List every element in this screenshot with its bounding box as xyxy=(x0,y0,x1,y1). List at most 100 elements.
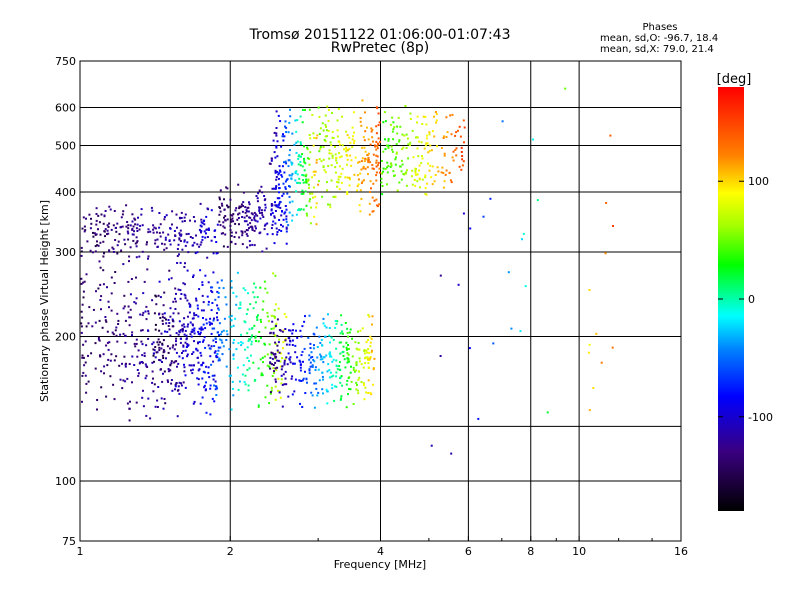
data-point xyxy=(106,364,109,367)
data-point xyxy=(244,230,247,233)
data-point xyxy=(104,319,107,322)
data-point xyxy=(366,154,369,157)
data-point xyxy=(182,381,185,384)
data-point xyxy=(352,403,355,405)
data-point xyxy=(377,112,380,115)
data-point xyxy=(461,155,464,157)
data-point xyxy=(362,366,365,369)
data-point xyxy=(318,133,321,135)
data-point xyxy=(176,255,179,257)
data-point xyxy=(183,240,186,243)
data-point xyxy=(198,368,201,371)
data-point xyxy=(333,399,336,402)
data-point xyxy=(311,113,314,116)
data-point xyxy=(327,129,330,132)
data-point xyxy=(80,282,83,285)
data-point xyxy=(287,352,290,355)
data-point xyxy=(238,380,241,383)
data-point xyxy=(230,280,233,283)
data-point xyxy=(96,240,98,243)
data-point xyxy=(338,361,341,364)
data-point xyxy=(288,174,291,177)
data-point xyxy=(184,244,187,247)
data-point xyxy=(181,357,184,360)
data-point xyxy=(236,218,239,221)
data-point xyxy=(274,303,277,306)
data-point xyxy=(330,152,333,155)
data-point xyxy=(131,213,134,216)
data-point xyxy=(274,187,277,190)
data-point xyxy=(165,214,168,217)
data-point xyxy=(283,363,286,366)
data-point xyxy=(230,319,233,322)
data-point xyxy=(250,212,253,215)
data-point xyxy=(244,206,247,209)
data-point xyxy=(242,191,245,194)
data-point xyxy=(198,245,201,248)
data-point xyxy=(401,163,404,166)
data-point xyxy=(285,208,288,211)
data-point xyxy=(312,347,315,350)
data-point xyxy=(312,144,315,147)
data-point xyxy=(323,138,326,141)
data-point xyxy=(462,119,465,122)
data-point xyxy=(232,324,235,327)
data-point xyxy=(97,338,100,341)
data-point xyxy=(164,402,167,405)
data-point xyxy=(315,387,318,390)
data-point xyxy=(342,354,345,357)
data-point xyxy=(294,378,297,381)
data-point xyxy=(253,217,256,219)
data-point xyxy=(305,378,308,381)
data-point xyxy=(257,314,259,317)
data-point xyxy=(439,274,442,277)
data-point xyxy=(274,343,277,345)
data-point xyxy=(321,375,324,378)
data-point xyxy=(269,391,272,394)
data-point xyxy=(224,219,227,222)
data-point xyxy=(414,170,417,173)
data-point xyxy=(289,108,291,111)
data-point xyxy=(366,351,369,354)
data-point xyxy=(375,140,378,143)
data-point xyxy=(309,137,312,140)
data-point xyxy=(269,332,272,335)
data-point xyxy=(162,351,165,354)
data-point xyxy=(161,380,164,383)
data-point xyxy=(400,159,403,162)
data-point xyxy=(205,365,208,368)
data-point xyxy=(251,327,253,330)
data-point xyxy=(258,209,261,212)
data-point xyxy=(257,367,260,370)
data-point xyxy=(131,233,134,236)
data-point xyxy=(126,230,129,233)
data-point xyxy=(128,419,131,422)
data-point xyxy=(275,204,278,207)
data-point xyxy=(177,362,180,365)
data-point xyxy=(431,183,434,186)
data-point xyxy=(329,203,332,206)
data-point xyxy=(305,204,308,207)
data-point xyxy=(163,291,166,294)
data-point xyxy=(425,193,428,196)
data-point xyxy=(201,284,204,286)
data-point xyxy=(274,156,277,159)
data-point xyxy=(217,307,220,310)
data-point xyxy=(179,329,182,332)
data-point xyxy=(367,161,370,164)
data-point xyxy=(389,165,392,168)
data-point xyxy=(324,123,327,126)
data-point xyxy=(285,131,288,133)
data-point xyxy=(341,330,344,333)
data-point xyxy=(183,366,186,369)
data-point xyxy=(183,283,186,286)
data-point xyxy=(355,362,358,364)
data-point xyxy=(338,365,341,368)
data-point xyxy=(141,314,144,317)
data-point xyxy=(355,364,358,367)
data-point xyxy=(366,158,368,161)
data-point xyxy=(246,332,249,335)
data-point xyxy=(319,358,322,361)
data-point xyxy=(234,222,237,225)
data-point xyxy=(108,222,111,225)
